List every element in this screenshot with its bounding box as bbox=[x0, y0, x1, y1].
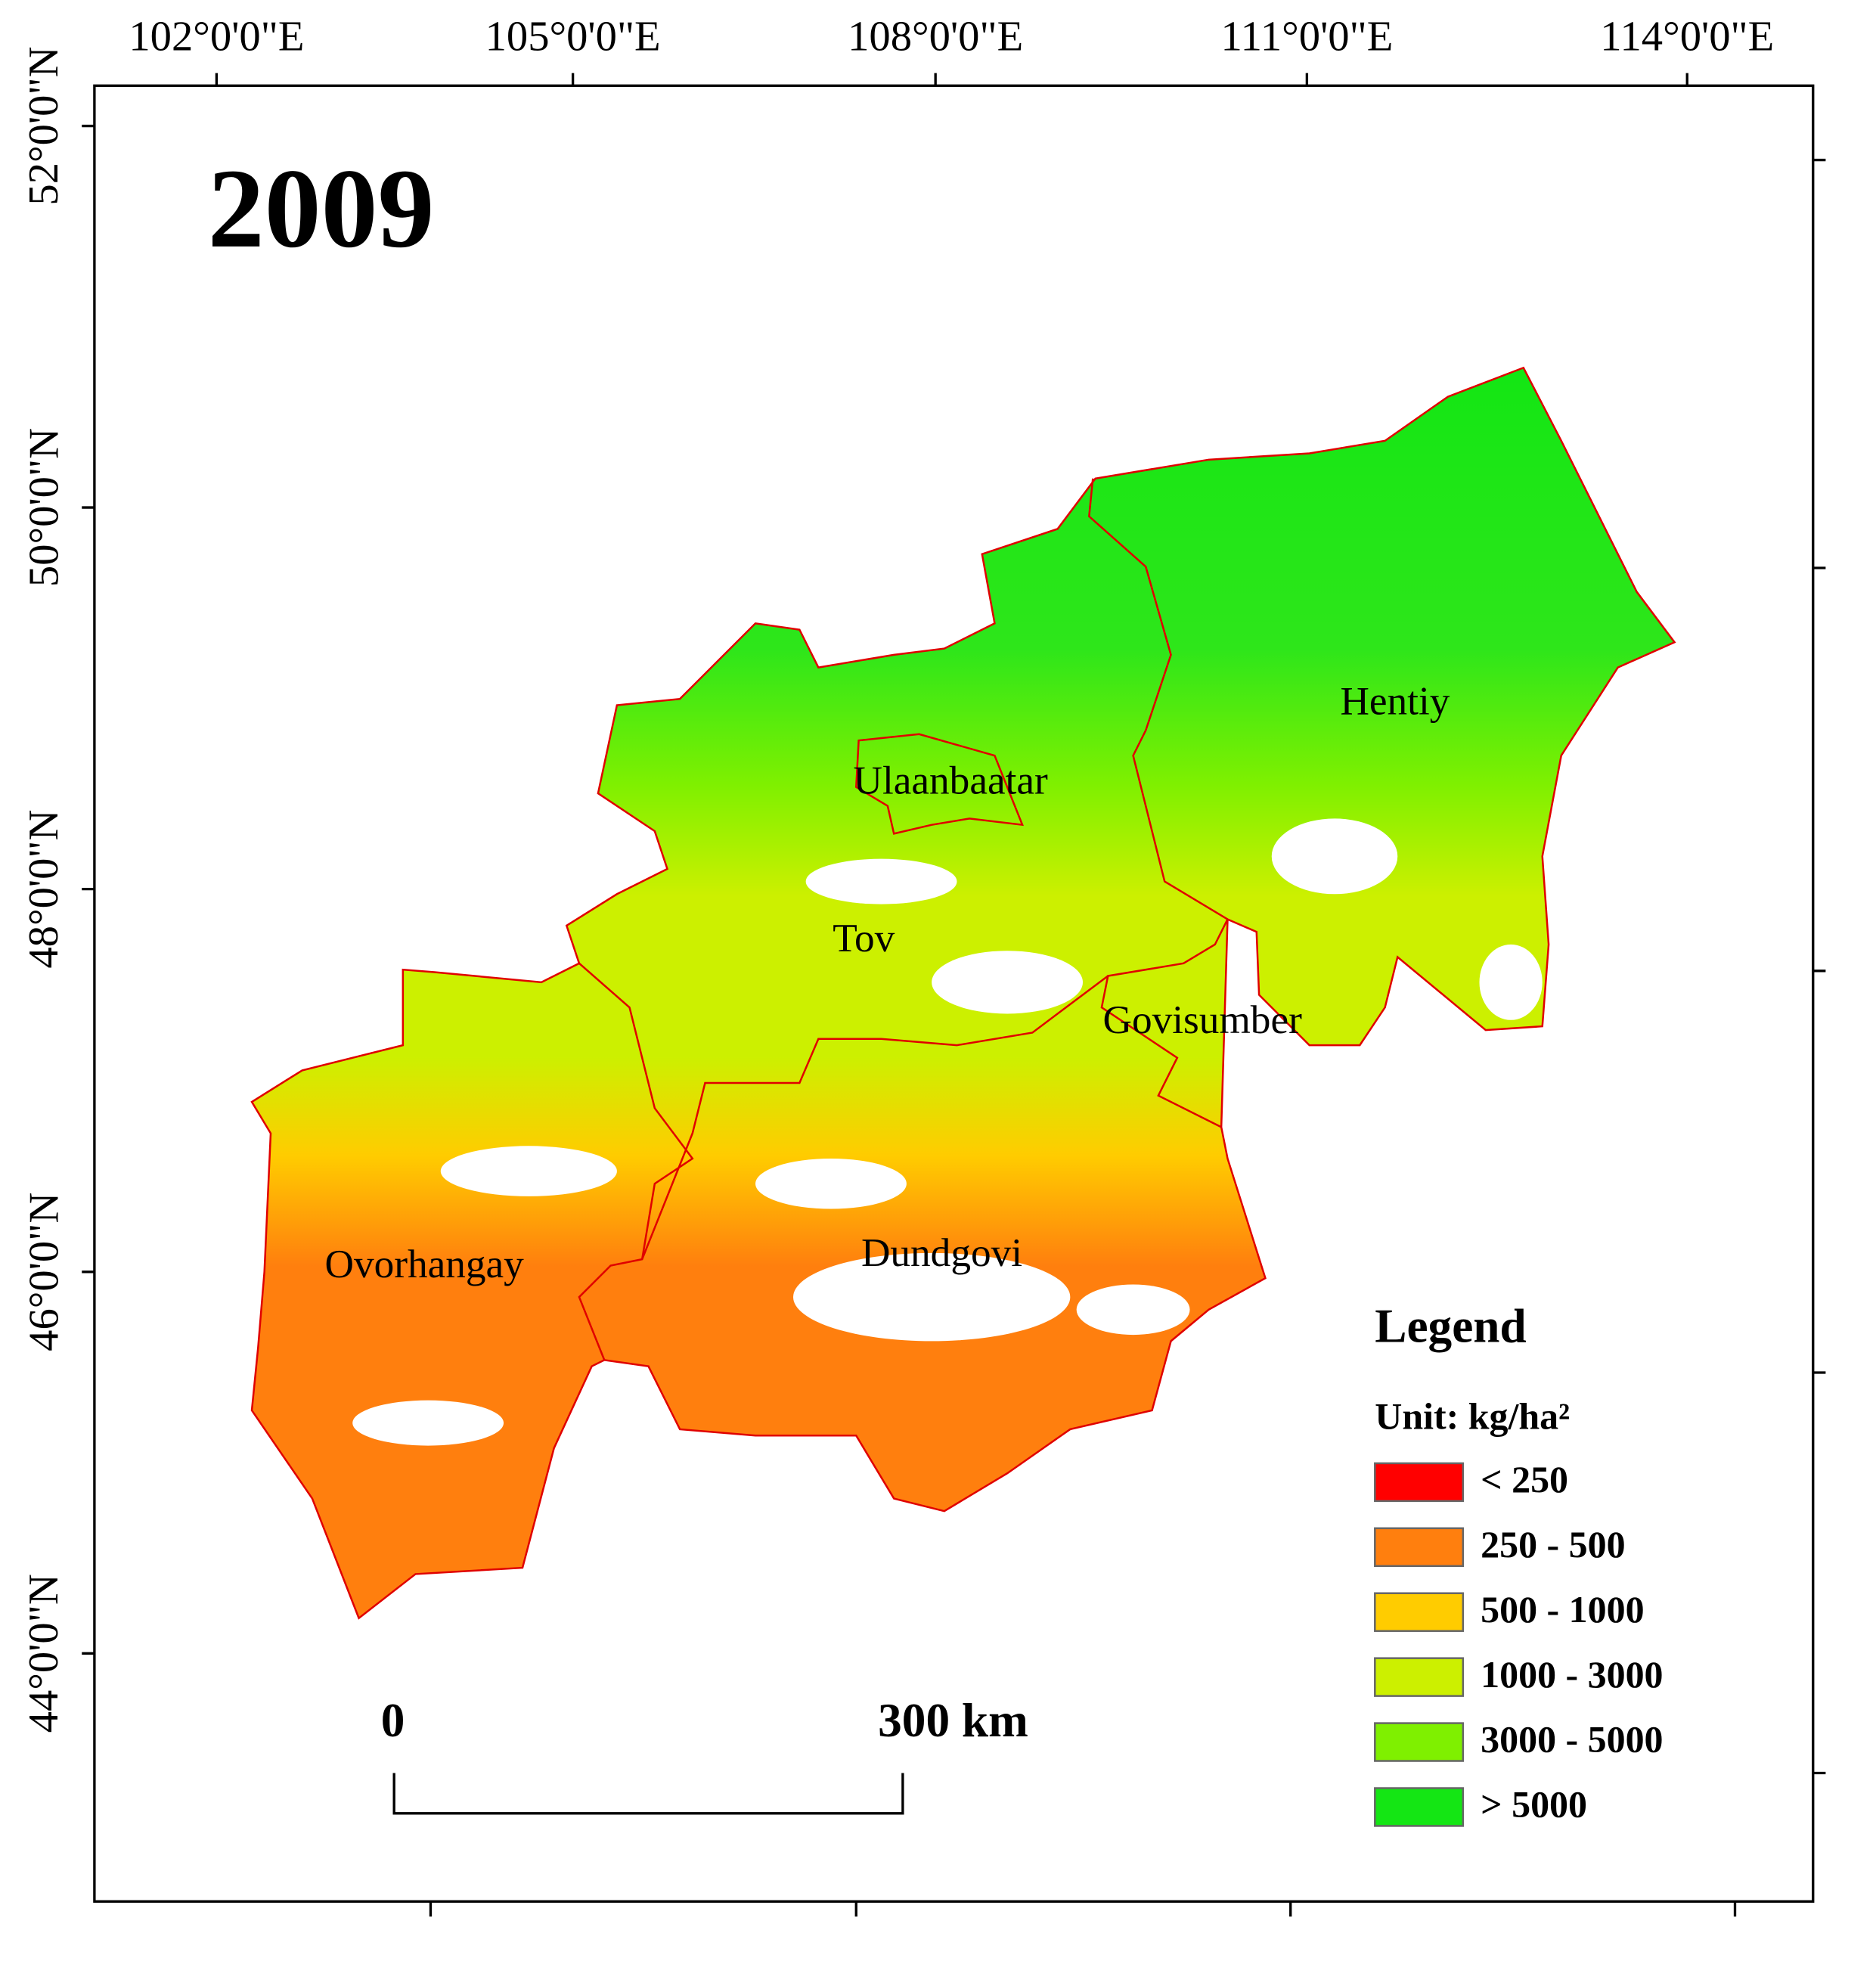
region-borders bbox=[578, 478, 1229, 1360]
graticule-ticks bbox=[82, 73, 1826, 1917]
legend-swatch bbox=[1374, 1527, 1465, 1568]
legend-label: 3000 - 5000 bbox=[1481, 1718, 1663, 1761]
map-title: 2009 bbox=[208, 146, 435, 271]
legend-title: Legend bbox=[1375, 1300, 1526, 1353]
legend-label: > 5000 bbox=[1481, 1783, 1587, 1826]
legend-swatch bbox=[1374, 1722, 1465, 1762]
legend-swatch bbox=[1374, 1462, 1465, 1503]
legend-label: 1000 - 3000 bbox=[1481, 1653, 1663, 1696]
scale-end: 300 km bbox=[878, 1694, 1028, 1747]
legend-swatch bbox=[1374, 1787, 1465, 1827]
latitude-label: 44°0'0"N bbox=[20, 1574, 67, 1733]
region-label: Dundgovi bbox=[861, 1230, 1022, 1275]
legend-label: 500 - 1000 bbox=[1481, 1588, 1644, 1630]
legend-unit: Unit: kg/ha² bbox=[1375, 1395, 1570, 1438]
region-label: Ovorhangay bbox=[324, 1242, 524, 1286]
legend-label: 250 - 500 bbox=[1481, 1523, 1625, 1565]
region-label: Hentiy bbox=[1340, 679, 1450, 724]
scale-start: 0 bbox=[381, 1694, 405, 1747]
latitude-label: 46°0'0"N bbox=[20, 1193, 67, 1351]
longitude-label: 108°0'0"E bbox=[848, 13, 1023, 60]
longitude-label: 114°0'0"E bbox=[1600, 13, 1774, 60]
legend-swatch bbox=[1374, 1657, 1465, 1697]
longitude-label: 102°0'0"E bbox=[129, 13, 304, 60]
no-data-patches bbox=[352, 818, 1543, 1446]
latitude-label: 52°0'0"N bbox=[20, 47, 67, 206]
legend-label: < 250 bbox=[1481, 1458, 1568, 1500]
longitude-label: 111°0'0"E bbox=[1220, 13, 1393, 60]
map-frame bbox=[93, 84, 1815, 1903]
latitude-label: 50°0'0"N bbox=[20, 428, 67, 587]
region-label: Govisumber bbox=[1102, 997, 1302, 1042]
region-label: Tov bbox=[833, 916, 895, 960]
region-label: Ulaanbaatar bbox=[854, 759, 1049, 803]
latitude-label: 48°0'0"N bbox=[20, 810, 67, 969]
legend-swatch bbox=[1374, 1592, 1465, 1632]
scale-bar bbox=[392, 1773, 904, 1815]
longitude-label: 105°0'0"E bbox=[485, 13, 661, 60]
